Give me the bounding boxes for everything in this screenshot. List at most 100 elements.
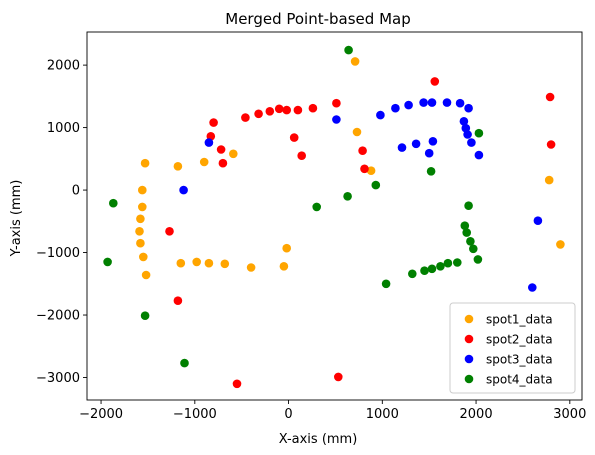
legend-label-spot4_data: spot4_data	[486, 373, 553, 387]
point-spot4_data-16	[460, 221, 470, 230]
point-spot3_data-5	[397, 143, 407, 152]
point-spot3_data-8	[419, 98, 428, 107]
point-spot1_data-12	[220, 259, 230, 269]
y-tick-label: 0	[72, 184, 80, 199]
point-spot2_data-8	[282, 105, 292, 115]
point-spot1_data-21	[544, 175, 554, 185]
point-spot4_data-2	[140, 311, 150, 321]
axes	[86, 31, 583, 401]
point-spot4_data-3	[180, 358, 189, 368]
point-spot2_data-1	[209, 118, 218, 127]
point-spot2_data-6	[265, 107, 275, 116]
legend-label-spot1_data: spot1_data	[486, 313, 553, 327]
point-spot1_data-3	[136, 214, 145, 224]
point-spot2_data-2	[216, 145, 226, 154]
point-spot3_data-0	[204, 138, 214, 147]
point-spot4_data-11	[427, 264, 437, 274]
point-spot3_data-3	[376, 110, 385, 120]
point-spot3_data-14	[459, 117, 469, 126]
legend: spot1_data spot2_data spot3_data spot4_data	[449, 302, 576, 394]
point-spot2_data-19	[165, 227, 174, 236]
y-tick-label: 2000	[47, 59, 80, 74]
point-spot1_data-14	[229, 149, 238, 159]
legend-box	[449, 302, 576, 394]
point-spot4_data-12	[436, 262, 445, 271]
point-spot2_data-22	[334, 372, 343, 382]
point-spot1_data-0	[140, 158, 150, 168]
y-tick-label: −2000	[36, 309, 80, 324]
point-spot1_data-11	[204, 258, 214, 268]
point-spot4_data-4	[312, 202, 322, 212]
point-spot1_data-5	[136, 238, 145, 248]
point-spot3_data-19	[474, 150, 484, 160]
point-spot2_data-17	[545, 92, 555, 102]
point-spot1_data-1	[138, 185, 147, 195]
point-spot1_data-19	[352, 127, 362, 137]
point-spot4_data-8	[381, 279, 391, 289]
point-spot2_data-12	[289, 133, 299, 142]
point-spot2_data-9	[293, 105, 303, 115]
point-spot2_data-16	[430, 77, 440, 86]
point-spot1_data-2	[138, 202, 147, 212]
point-spot2_data-13	[297, 151, 307, 160]
point-spot1_data-22	[556, 240, 565, 249]
point-spot3_data-21	[528, 283, 537, 292]
x-tick-label: −1000	[173, 407, 217, 422]
point-spot2_data-18	[546, 140, 556, 149]
point-spot4_data-22	[473, 255, 483, 264]
x-tick-label: 2000	[460, 407, 493, 422]
point-spot4_data-21	[474, 128, 484, 138]
point-spot4_data-1	[103, 257, 112, 267]
point-spot4_data-6	[344, 45, 353, 55]
point-spot2_data-15	[360, 164, 369, 174]
x-tick-label: 0	[284, 407, 292, 422]
y-tick-label: −1000	[36, 246, 80, 261]
chart-title: Merged Point-based Map	[225, 10, 410, 28]
point-spot1_data-6	[139, 252, 148, 262]
point-spot4_data-18	[464, 201, 473, 210]
point-spot3_data-17	[464, 103, 473, 113]
x-tick-label: 3000	[553, 407, 586, 422]
x-axis-label: X-axis (mm)	[279, 432, 358, 447]
point-spot4_data-7	[371, 180, 381, 190]
y-tick-label: −3000	[36, 371, 80, 386]
point-spot3_data-9	[424, 148, 434, 158]
point-spot4_data-20	[469, 244, 478, 254]
point-spot1_data-20	[366, 166, 376, 175]
point-spot1_data-16	[279, 262, 289, 271]
point-spot1_data-8	[173, 162, 183, 171]
point-spot1_data-4	[135, 227, 144, 236]
point-spot4_data-0	[109, 198, 118, 208]
plot-frame	[86, 31, 583, 401]
point-spot4_data-5	[343, 192, 352, 201]
point-spot3_data-2	[332, 115, 341, 124]
point-spot2_data-14	[358, 146, 367, 155]
point-spot1_data-9	[176, 258, 186, 268]
point-spot2_data-3	[218, 158, 228, 168]
ticks: −2000 −1000 0 1000 2000 3000 −3000 −2000 −1000 0 1…	[36, 59, 586, 422]
legend-label-spot3_data: spot3_data	[486, 353, 553, 367]
y-tick-label: 1000	[47, 121, 80, 136]
point-spot1_data-10	[192, 257, 201, 267]
point-spot3_data-7	[411, 139, 421, 149]
legend-marker-spot3_data	[464, 354, 474, 364]
point-spot2_data-4	[241, 113, 250, 122]
x-tick-label: −2000	[79, 407, 123, 422]
point-spot3_data-18	[467, 138, 476, 147]
y-axis-label: Y-axis (mm)	[9, 180, 24, 258]
point-spot4_data-14	[453, 258, 462, 267]
point-spot3_data-20	[533, 216, 543, 225]
point-spot4_data-17	[462, 228, 472, 237]
point-spot2_data-11	[332, 98, 341, 108]
point-spot2_data-7	[274, 104, 284, 114]
legend-marker-spot2_data	[464, 334, 474, 344]
point-spot3_data-10	[427, 98, 437, 107]
point-spot2_data-20	[173, 296, 183, 306]
point-spot1_data-13	[199, 157, 209, 167]
point-spot1_data-17	[282, 243, 292, 253]
point-spot4_data-15	[426, 167, 436, 176]
point-spot3_data-4	[391, 103, 400, 113]
point-spot3_data-1	[179, 185, 188, 195]
point-spot3_data-16	[463, 130, 472, 139]
